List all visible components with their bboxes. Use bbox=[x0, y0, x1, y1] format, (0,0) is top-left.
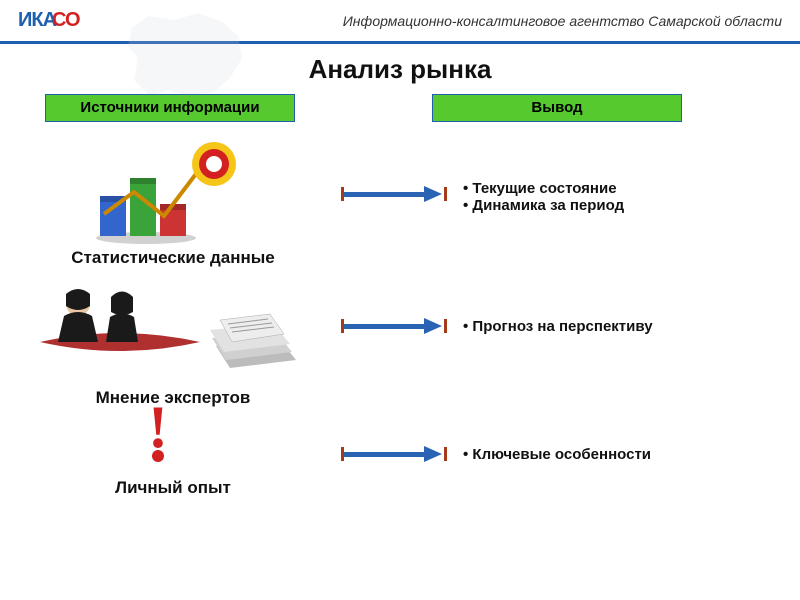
source-label-personal: Личный опыт bbox=[45, 478, 301, 498]
logo-part1: ИКА bbox=[18, 9, 56, 31]
arrow-icon bbox=[344, 448, 444, 460]
output-list-stats: Текущие состояние Динамика за период bbox=[463, 180, 624, 214]
output-item: Прогноз на перспективу bbox=[463, 318, 653, 335]
page-title: Анализ рынка bbox=[0, 54, 800, 85]
column-header-sources: Источники информации bbox=[45, 94, 295, 122]
stats-chart-icon bbox=[90, 136, 260, 246]
output-item: Динамика за период bbox=[463, 197, 624, 214]
output-item: Текущие состояние bbox=[463, 180, 624, 197]
header-subtitle: Информационно-консалтинговое агентство С… bbox=[343, 13, 782, 29]
source-label-stats: Статистические данные bbox=[45, 248, 301, 268]
logo: ИКАСО bbox=[18, 9, 80, 32]
output-list-personal: Ключевые особенности bbox=[463, 446, 651, 463]
arrow-icon bbox=[344, 320, 444, 332]
source-label-experts: Мнение экспертов bbox=[45, 388, 301, 408]
output-item: Ключевые особенности bbox=[463, 446, 651, 463]
output-list-experts: Прогноз на перспективу bbox=[463, 318, 653, 335]
column-header-output: Вывод bbox=[432, 94, 682, 122]
experts-icon bbox=[40, 272, 320, 387]
logo-part2: СО bbox=[52, 9, 80, 31]
arrow-icon bbox=[344, 188, 444, 200]
exclamation-icon: ! bbox=[138, 412, 178, 462]
